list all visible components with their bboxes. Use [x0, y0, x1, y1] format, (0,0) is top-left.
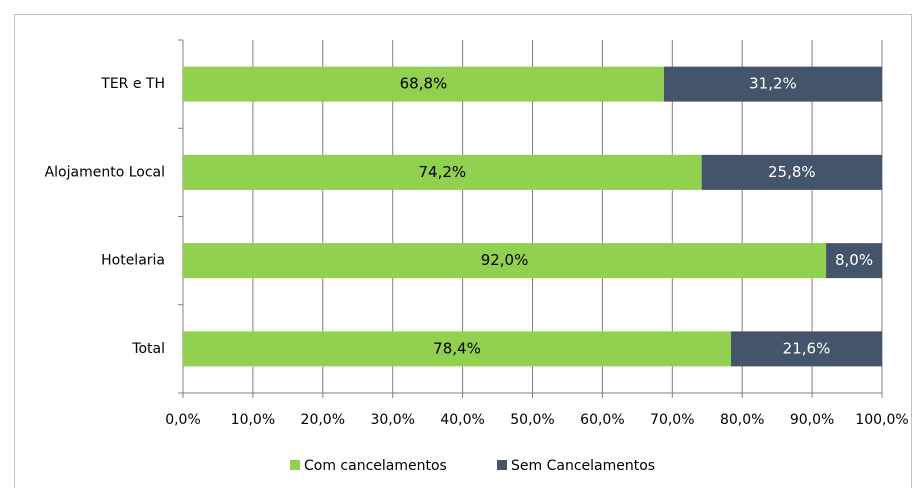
bar [731, 331, 882, 367]
x-tick-label: 40,0% [440, 412, 484, 428]
y-tick-label: Total [131, 341, 165, 357]
x-tick-label: 30,0% [370, 412, 414, 428]
x-tick-label: 80,0% [720, 412, 764, 428]
legend-swatch [497, 460, 507, 470]
value-label: 78,4% [433, 339, 481, 357]
bar [701, 154, 882, 190]
legend-label: Com cancelamentos [304, 458, 447, 474]
x-tick-label: 0,0% [165, 412, 201, 428]
y-tick-label: Hotelaria [101, 253, 165, 269]
value-label: 92,0% [481, 251, 529, 269]
bar [183, 154, 702, 190]
x-tick-label: 90,0% [790, 412, 834, 428]
bar [183, 331, 732, 367]
value-label: 68,8% [400, 75, 448, 93]
x-tick-label: 60,0% [580, 412, 624, 428]
bar [826, 243, 882, 279]
x-tick-label: 100,0% [855, 412, 908, 428]
value-label: 8,0% [835, 251, 873, 269]
value-label: 74,2% [419, 163, 467, 181]
legend-label: Sem Cancelamentos [511, 458, 655, 474]
value-label: 25,8% [768, 163, 816, 181]
x-tick-label: 50,0% [510, 412, 554, 428]
x-tick-label: 20,0% [301, 412, 345, 428]
x-tick-label: 70,0% [650, 412, 694, 428]
y-tick-label: TER e TH [100, 76, 165, 92]
bar [663, 66, 882, 102]
x-tick-label: 10,0% [231, 412, 275, 428]
value-label: 21,6% [783, 339, 831, 357]
y-tick-label: Alojamento Local [45, 164, 165, 180]
legend-swatch [290, 460, 300, 470]
bar [183, 66, 664, 102]
value-label: 31,2% [749, 75, 797, 93]
bar [183, 243, 827, 279]
